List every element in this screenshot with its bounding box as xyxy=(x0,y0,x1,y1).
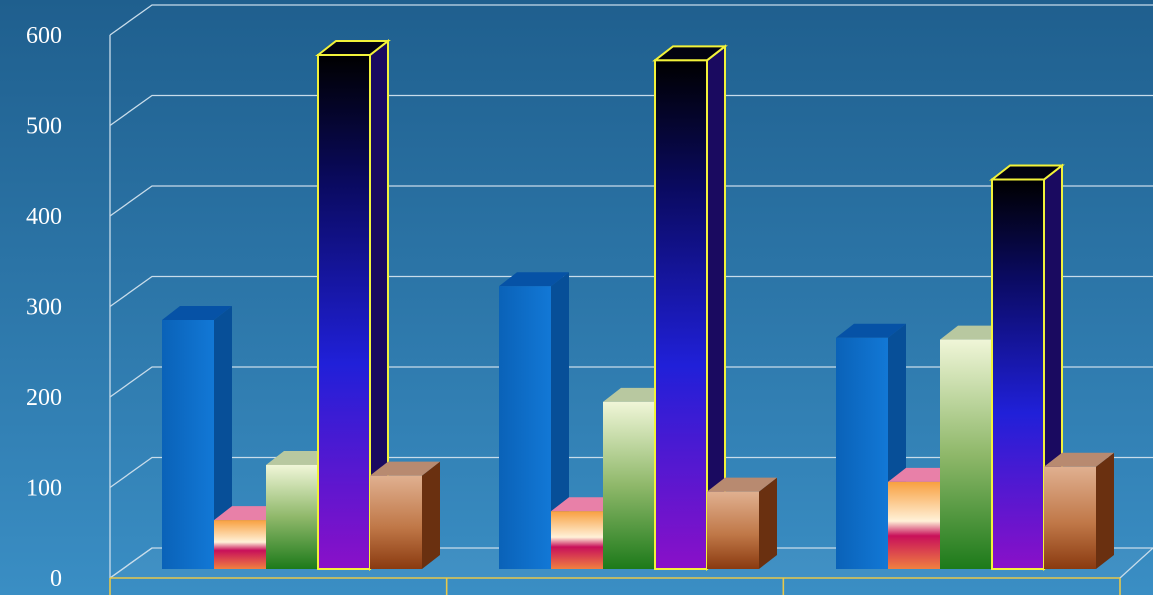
bar-front xyxy=(214,520,266,569)
y-tick-label: 500 xyxy=(26,114,62,140)
bar-side xyxy=(551,272,569,569)
bar-front xyxy=(266,464,318,569)
y-tick-label: 400 xyxy=(26,204,62,230)
axis-layer: 0 100 200 300 400 500 600 xyxy=(26,23,1153,595)
axis-depth-line xyxy=(109,547,153,579)
y-tick-label: 0 xyxy=(50,566,62,592)
bar-top xyxy=(370,461,440,476)
gridline xyxy=(109,94,1153,127)
bar xyxy=(1044,452,1114,569)
bar-front xyxy=(370,475,422,569)
bar-front xyxy=(940,339,992,569)
bar xyxy=(499,272,569,569)
bar-side xyxy=(214,306,232,569)
gridline xyxy=(109,456,1153,489)
bar-side xyxy=(759,477,777,569)
y-tick-label: 200 xyxy=(26,385,62,411)
bar-top xyxy=(499,272,569,287)
bar-front xyxy=(654,59,708,571)
y-tick-label: 600 xyxy=(26,23,62,49)
bar-top xyxy=(836,323,906,338)
bar xyxy=(162,306,232,569)
gridline xyxy=(109,275,1153,308)
bar-side xyxy=(1096,452,1114,569)
bar-front xyxy=(499,286,551,569)
bar-top xyxy=(707,477,777,492)
bar-front xyxy=(707,491,759,569)
bar-front xyxy=(317,54,371,570)
bar-front xyxy=(888,481,940,569)
bar-front xyxy=(162,320,214,569)
axis-right-depth-line xyxy=(1119,547,1153,579)
bar xyxy=(370,461,440,569)
bar xyxy=(707,477,777,569)
y-tick-label: 100 xyxy=(26,476,62,502)
bar-top xyxy=(162,306,232,321)
bar-front xyxy=(551,511,603,569)
gridline xyxy=(109,185,1153,217)
bar-front xyxy=(836,337,888,569)
y-tick-label: 300 xyxy=(26,295,62,321)
bar-side xyxy=(422,461,440,569)
bar xyxy=(652,44,728,572)
bar xyxy=(315,38,391,572)
bar-front xyxy=(991,178,1045,571)
bar-top xyxy=(1044,452,1114,467)
gridline xyxy=(109,366,1153,398)
gridline xyxy=(109,4,1153,36)
bars-layer xyxy=(162,38,1114,572)
bar-front xyxy=(1044,466,1096,569)
bar-front xyxy=(603,401,655,569)
